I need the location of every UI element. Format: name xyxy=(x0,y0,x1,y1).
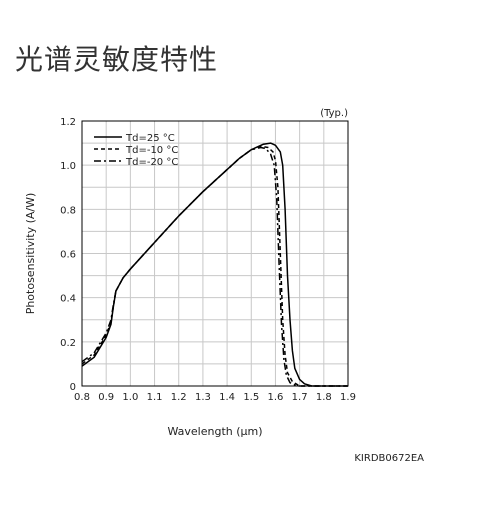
x-tick-label: 1.4 xyxy=(219,392,235,403)
legend-label: Td=-20 °C xyxy=(125,157,178,168)
x-tick-label: 0.9 xyxy=(98,392,114,403)
x-tick-label: 1.2 xyxy=(171,392,187,403)
x-tick-label: 1.0 xyxy=(122,392,138,403)
typ-annotation: (Typ.) xyxy=(320,108,348,119)
document-code: KIRDB0672EA xyxy=(354,453,424,464)
y-tick-label: 1.0 xyxy=(60,161,76,172)
x-tick-label: 1.3 xyxy=(195,392,211,403)
y-tick-label: 0 xyxy=(70,382,76,393)
page-title: 光谱灵敏度特性 xyxy=(15,43,219,76)
series-lines xyxy=(81,142,348,387)
y-tick-label: 0.2 xyxy=(60,338,76,349)
y-tick-label: 0.4 xyxy=(60,294,76,305)
x-axis-label: Wavelength (µm) xyxy=(167,425,262,438)
series-line-3 xyxy=(81,146,348,387)
y-tick-label: 1.2 xyxy=(60,117,76,128)
y-axis-label: Photosensitivity (A/W) xyxy=(24,193,37,315)
x-tick-label: 1.6 xyxy=(268,392,284,403)
x-tick-label: 1.1 xyxy=(147,392,163,403)
plot-frame xyxy=(81,120,349,387)
x-tick-label: 1.8 xyxy=(316,392,332,403)
legend-label: Td=25 °C xyxy=(125,133,175,144)
x-tick-label: 1.7 xyxy=(292,392,308,403)
y-tick-label: 0.6 xyxy=(60,250,76,261)
y-tick-label: 0.8 xyxy=(60,205,76,216)
series-line-2 xyxy=(81,145,348,387)
x-tick-label: 1.9 xyxy=(340,392,356,403)
legend: Td=25 °CTd=-10 °CTd=-20 °C xyxy=(94,133,178,168)
legend-label: Td=-10 °C xyxy=(125,145,178,156)
series-line-1 xyxy=(81,142,348,387)
x-tick-label: 0.8 xyxy=(74,392,90,403)
x-tick-label: 1.5 xyxy=(243,392,259,403)
axis-ticks: 0.8 0.9 1.0 1.1 1.2 1.3 1.4 1.5 1.6 1.7 1.8 1.9 0 0.2… xyxy=(60,117,356,403)
grid xyxy=(82,121,348,386)
